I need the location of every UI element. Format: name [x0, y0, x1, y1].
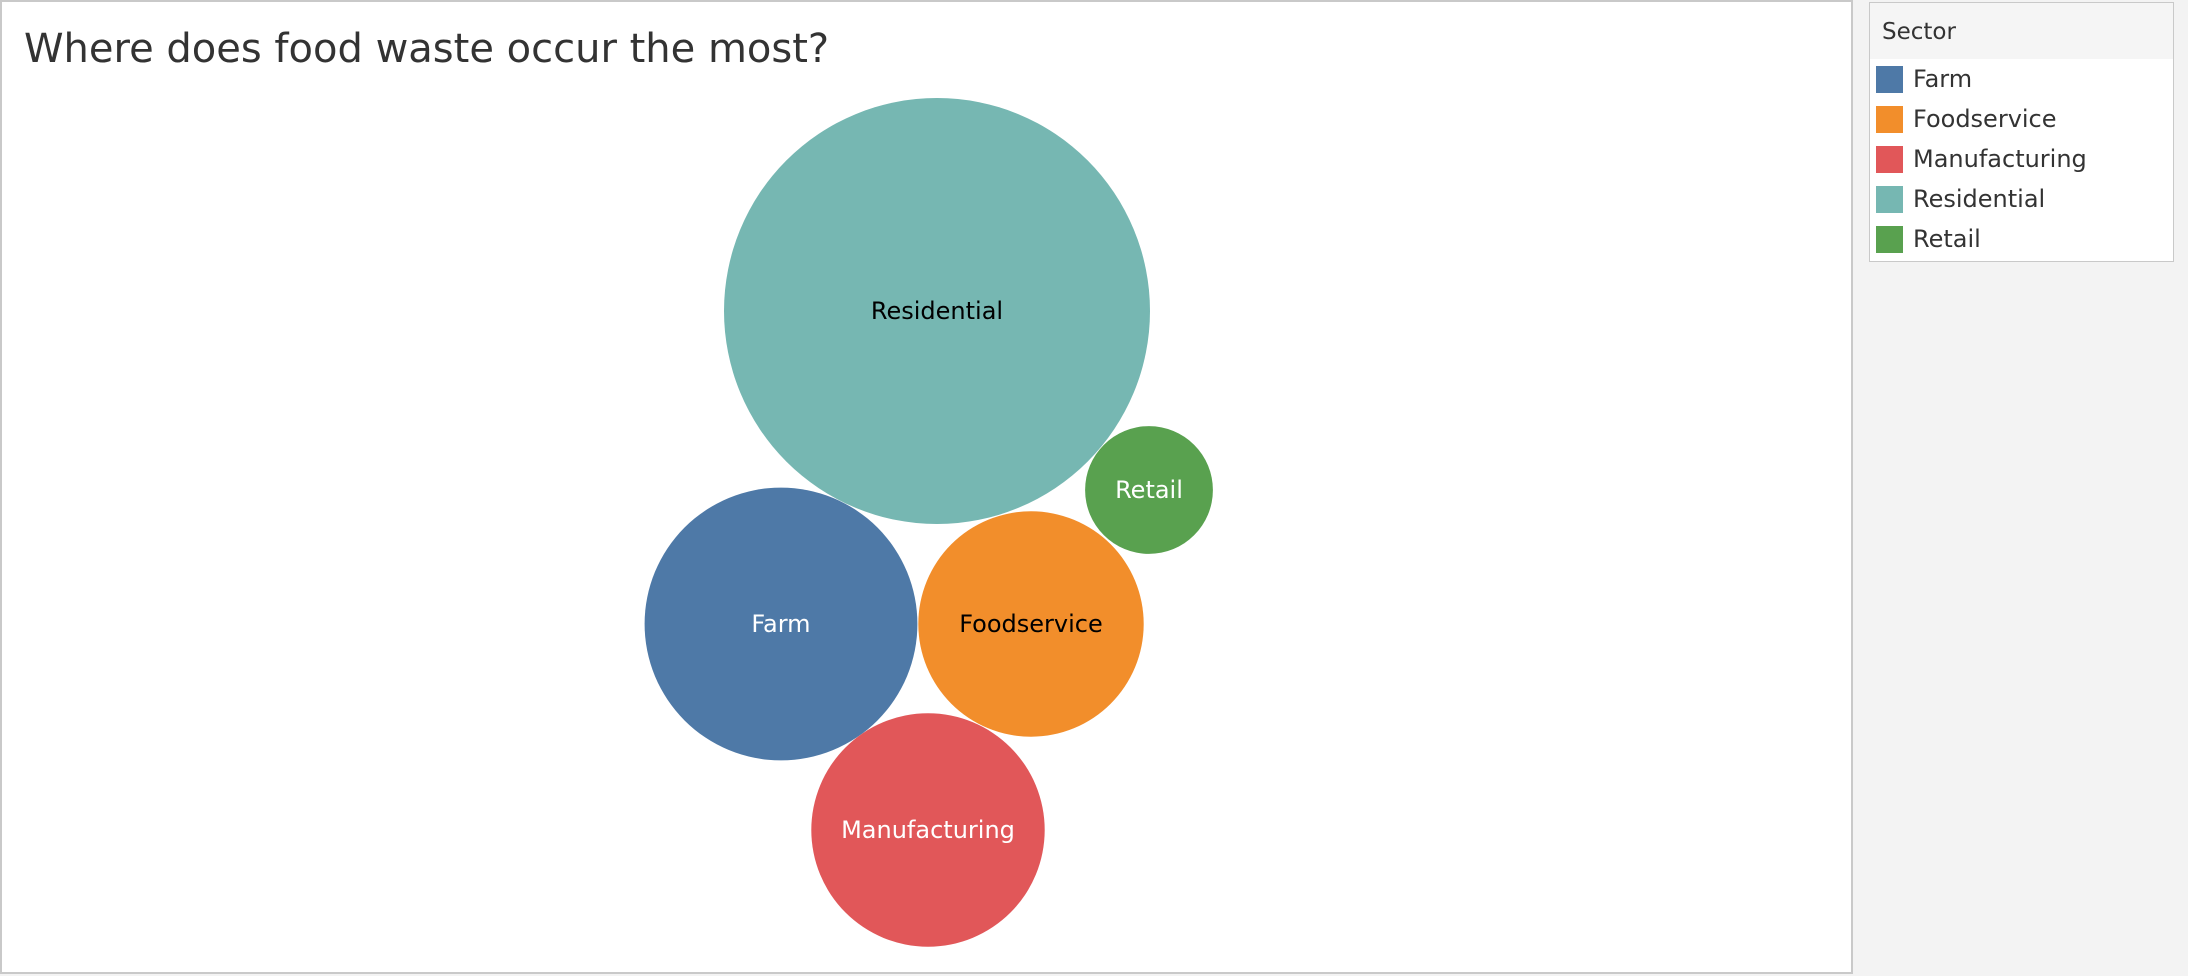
legend-label: Foodservice — [1913, 105, 2057, 133]
legend-label: Manufacturing — [1913, 145, 2087, 173]
bubble-circle-foodservice[interactable] — [918, 511, 1144, 737]
legend-swatch-retail — [1876, 225, 1903, 253]
legend-swatch-residential — [1876, 185, 1903, 213]
legend-item-foodservice[interactable]: Foodservice — [1870, 99, 2173, 139]
bubble-chart: Residential Farm Foodservice Manufacturing R… — [644, 98, 1213, 947]
bubble-label-residential: Residential — [871, 297, 1003, 325]
bubble-retail[interactable]: Retail — [1085, 426, 1213, 554]
legend-swatch-farm — [1876, 65, 1903, 93]
legend-item-farm[interactable]: Farm — [1870, 59, 2173, 99]
legend-item-residential[interactable]: Residential — [1870, 179, 2173, 219]
legend-label: Retail — [1913, 225, 1981, 253]
legend: Sector Farm Foodservice Manufacturing Re… — [1869, 2, 2174, 262]
bubble-label-retail: Retail — [1115, 476, 1183, 504]
bubble-farm[interactable]: Farm — [644, 487, 918, 761]
bubble-circle-residential[interactable] — [724, 98, 1150, 524]
bubble-label-manufacturing: Manufacturing — [841, 816, 1015, 844]
legend-swatch-manufacturing — [1876, 145, 1903, 173]
chart-title: Where does food waste occur the most? — [24, 26, 830, 72]
bubble-manufacturing[interactable]: Manufacturing — [811, 713, 1045, 947]
bubble-label-foodservice: Foodservice — [959, 610, 1103, 638]
bubble-circle-retail[interactable] — [1085, 426, 1213, 554]
legend-title: Sector — [1870, 3, 2173, 59]
legend-item-manufacturing[interactable]: Manufacturing — [1870, 139, 2173, 179]
bubble-residential[interactable]: Residential — [724, 98, 1150, 524]
bubble-circle-manufacturing[interactable] — [811, 713, 1045, 947]
legend-label: Farm — [1913, 65, 1973, 93]
viz-panel: Where does food waste occur the most? Re… — [0, 0, 1853, 974]
bubble-foodservice[interactable]: Foodservice — [918, 511, 1144, 737]
legend-item-retail[interactable]: Retail — [1870, 219, 2173, 259]
sidebar: Sector Farm Foodservice Manufacturing Re… — [1853, 0, 2188, 974]
legend-label: Residential — [1913, 185, 2046, 213]
legend-swatch-foodservice — [1876, 105, 1903, 133]
bubble-label-farm: Farm — [751, 610, 810, 638]
bubble-circle-farm[interactable] — [644, 487, 918, 761]
